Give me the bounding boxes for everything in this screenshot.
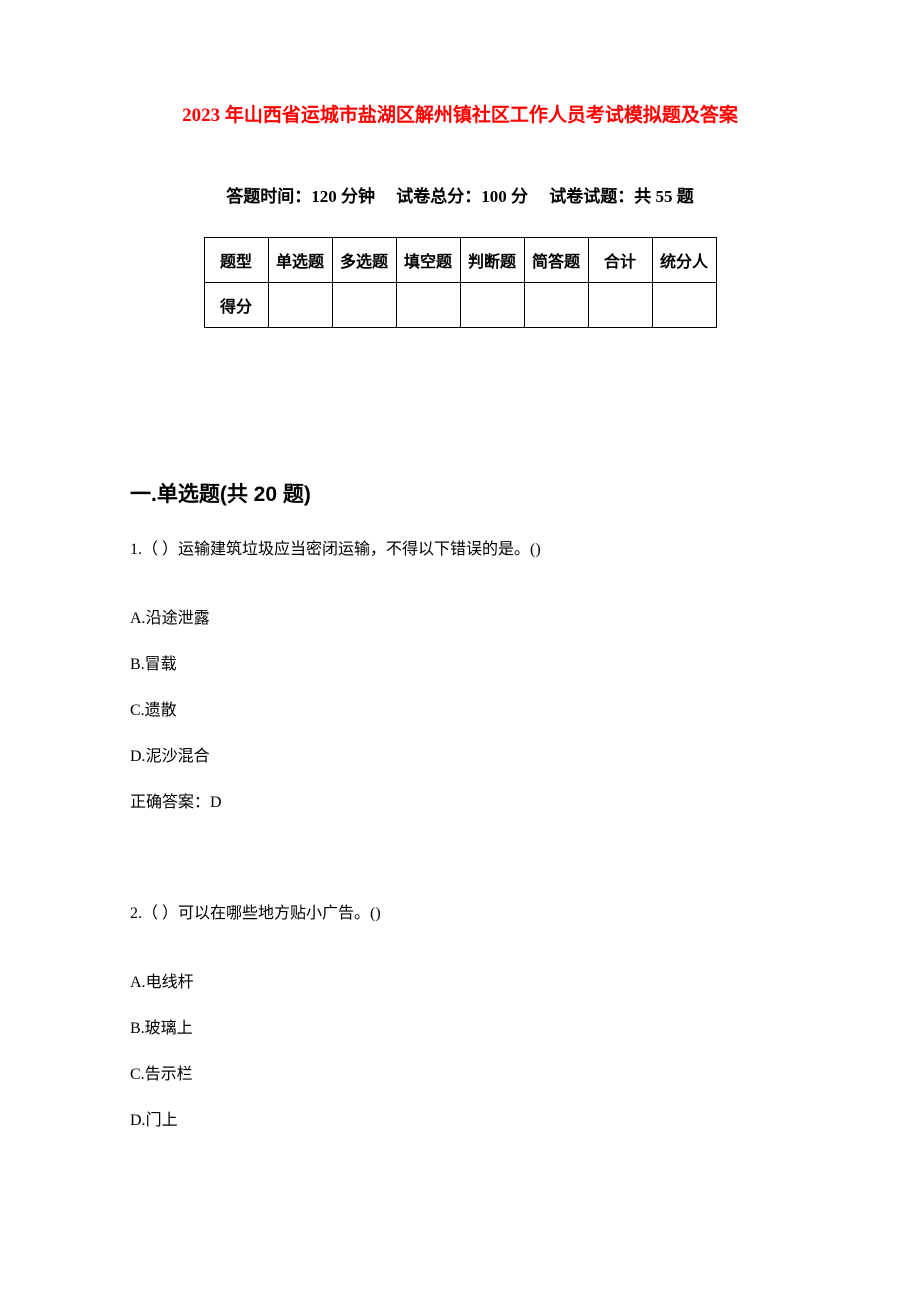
table-score-row: 得分	[204, 283, 716, 328]
exam-info: 答题时间：120 分钟 试卷总分：100 分 试卷试题：共 55 题	[130, 182, 790, 207]
question-text: 1.（ ）运输建筑垃圾应当密闭运输，不得以下错误的是。()	[130, 538, 790, 562]
option-label: A.	[130, 610, 146, 627]
option-text: 冒载	[145, 656, 177, 673]
answer-label: 正确答案：	[130, 794, 210, 811]
option-label: D.	[130, 748, 146, 765]
option-d: D.泥沙混合	[130, 742, 790, 766]
score-cell	[460, 283, 524, 328]
score-cell	[332, 283, 396, 328]
section-heading: 一.单选题(共 20 题)	[130, 478, 790, 508]
table-column-header: 单选题	[268, 238, 332, 283]
option-a: A.电线杆	[130, 968, 790, 992]
option-b: B.玻璃上	[130, 1014, 790, 1038]
count-value: 共 55 题	[634, 187, 694, 206]
option-label: C.	[130, 702, 145, 719]
time-label: 答题时间：	[226, 187, 311, 206]
score-label: 试卷总分：	[396, 187, 481, 206]
option-b: B.冒载	[130, 650, 790, 674]
option-label: C.	[130, 1066, 145, 1083]
score-table: 题型 单选题 多选题 填空题 判断题 简答题 合计 统分人 得分	[204, 237, 717, 328]
option-label: B.	[130, 1020, 145, 1037]
table-column-header: 统分人	[652, 238, 716, 283]
question-text: 2.（ ）可以在哪些地方贴小广告。()	[130, 902, 790, 926]
option-text: 泥沙混合	[146, 748, 210, 765]
table-column-header: 判断题	[460, 238, 524, 283]
option-text: 告示栏	[145, 1066, 193, 1083]
answer-value: D	[210, 794, 222, 811]
option-d: D.门上	[130, 1106, 790, 1130]
question-content: （ ）可以在哪些地方贴小广告。()	[142, 905, 381, 922]
time-value: 120 分钟	[311, 187, 375, 206]
score-cell	[652, 283, 716, 328]
option-label: A.	[130, 974, 146, 991]
table-column-header: 简答题	[524, 238, 588, 283]
question-content: （ ）运输建筑垃圾应当密闭运输，不得以下错误的是。()	[142, 541, 541, 558]
score-cell	[396, 283, 460, 328]
score-row-label: 得分	[204, 283, 268, 328]
score-cell	[524, 283, 588, 328]
option-text: 门上	[146, 1112, 178, 1129]
table-header-row: 题型 单选题 多选题 填空题 判断题 简答题 合计 统分人	[204, 238, 716, 283]
score-value: 100 分	[481, 187, 528, 206]
option-text: 遗散	[145, 702, 177, 719]
option-c: C.遗散	[130, 696, 790, 720]
table-column-header: 填空题	[396, 238, 460, 283]
score-cell	[268, 283, 332, 328]
section-title: 单选题(共 20 题)	[157, 483, 311, 506]
option-text: 电线杆	[146, 974, 194, 991]
table-column-header: 合计	[588, 238, 652, 283]
option-text: 玻璃上	[145, 1020, 193, 1037]
option-label: B.	[130, 656, 145, 673]
option-label: D.	[130, 1112, 146, 1129]
option-text: 沿途泄露	[146, 610, 210, 627]
header-label: 题型	[204, 238, 268, 283]
score-cell	[588, 283, 652, 328]
option-a: A.沿途泄露	[130, 604, 790, 628]
question-number: 2.	[130, 905, 142, 922]
document-title: 2023 年山西省运城市盐湖区解州镇社区工作人员考试模拟题及答案	[130, 100, 790, 127]
section-number: 一.	[130, 483, 157, 506]
option-c: C.告示栏	[130, 1060, 790, 1084]
question-number: 1.	[130, 541, 142, 558]
table-column-header: 多选题	[332, 238, 396, 283]
correct-answer: 正确答案：D	[130, 788, 790, 812]
count-label: 试卷试题：	[549, 187, 634, 206]
